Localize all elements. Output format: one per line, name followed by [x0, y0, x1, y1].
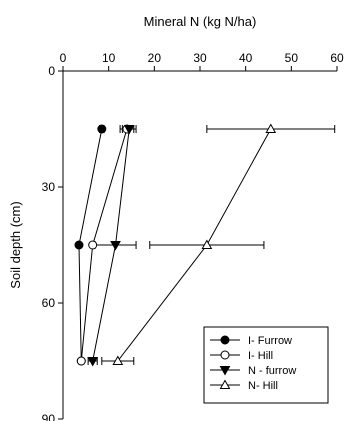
legend-marker — [220, 335, 230, 345]
legend-label: I- Hill — [248, 350, 273, 362]
data-point — [76, 356, 86, 366]
data-point — [265, 123, 277, 133]
data-point — [201, 239, 213, 249]
x-tick-label: 30 — [193, 51, 207, 65]
y-tick-label: 60 — [42, 296, 56, 310]
x-tick-label: 0 — [60, 51, 67, 65]
y-axis-title: Soil depth (cm) — [8, 201, 23, 288]
legend-marker — [219, 366, 231, 376]
legend-marker — [219, 379, 231, 389]
x-tick-label: 60 — [330, 51, 344, 65]
y-tick-label: 30 — [42, 180, 56, 194]
x-tick-label: 10 — [102, 51, 116, 65]
data-point — [112, 355, 124, 365]
legend-marker — [220, 350, 230, 360]
data-point — [88, 240, 98, 250]
x-axis-title: Mineral N (kg N/ha) — [144, 14, 257, 29]
data-point — [110, 241, 121, 251]
data-point — [74, 240, 84, 250]
legend: I- Furrow I- Hill N - furrow N- Hill — [203, 326, 329, 404]
x-tick-label: 20 — [148, 51, 162, 65]
data-point — [87, 357, 99, 367]
x-tick-label: 40 — [239, 51, 253, 65]
data-point — [97, 124, 107, 134]
legend-label: N- Hill — [248, 380, 278, 392]
legend-label: N - furrow — [248, 365, 296, 377]
legend-label: I- Furrow — [248, 335, 292, 347]
y-tick-label: 0 — [48, 64, 55, 78]
x-tick-label: 50 — [285, 51, 299, 65]
series-layer — [74, 123, 336, 367]
series-markers — [74, 123, 277, 367]
axes: 0 10 20 30 40 50 60 0 30 60 90 — [42, 51, 344, 421]
y-tick-label: 90 — [42, 412, 56, 421]
data-point — [123, 125, 135, 135]
